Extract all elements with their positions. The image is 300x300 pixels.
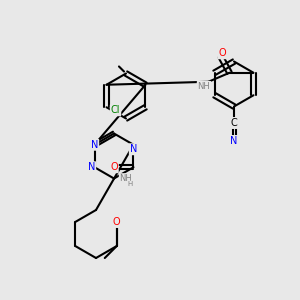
Text: N: N (91, 140, 98, 150)
Text: N: N (130, 144, 137, 154)
Text: N: N (230, 136, 238, 146)
Text: NH: NH (120, 174, 132, 183)
Text: O: O (113, 217, 121, 227)
Text: Cl: Cl (111, 105, 120, 115)
Text: O: O (110, 162, 118, 172)
Text: O: O (218, 48, 226, 58)
Text: NH: NH (198, 82, 210, 91)
Text: C: C (231, 118, 237, 128)
Text: N: N (88, 162, 95, 172)
Text: H: H (128, 182, 133, 188)
